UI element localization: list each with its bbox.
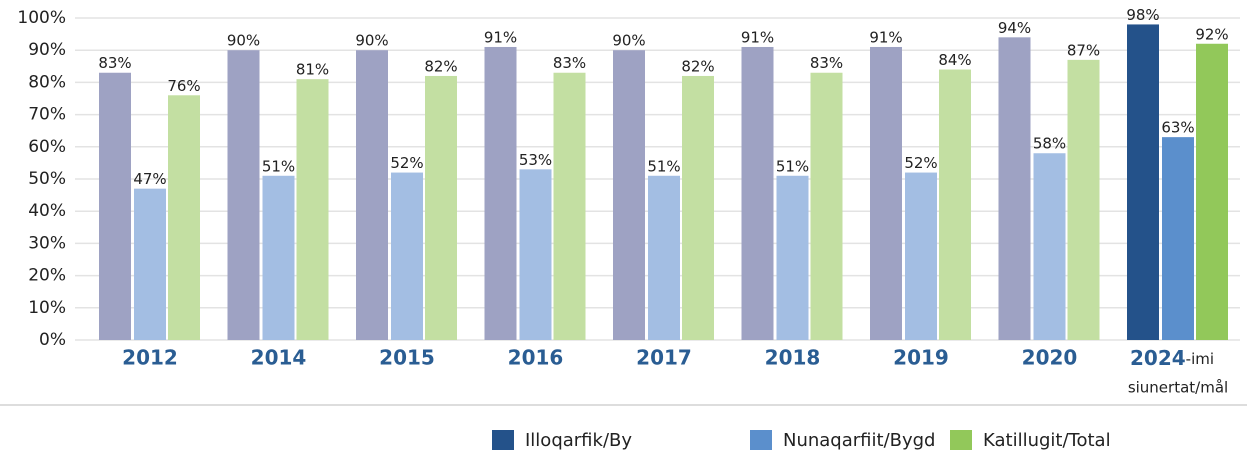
value-label: 52%	[904, 154, 937, 172]
value-label: 47%	[133, 170, 166, 188]
value-label: 91%	[484, 28, 517, 46]
legend-swatch	[950, 430, 972, 450]
y-tick-label: 20%	[28, 266, 66, 286]
value-label: 51%	[262, 157, 295, 175]
y-tick-label: 80%	[28, 72, 66, 92]
bar	[648, 175, 680, 340]
value-label: 63%	[1161, 119, 1194, 137]
bar	[227, 50, 260, 340]
value-label: 83%	[553, 54, 586, 72]
bar	[425, 75, 457, 341]
category-note: siunertat/mål	[1128, 379, 1228, 397]
bar	[99, 72, 131, 341]
value-label: 87%	[1067, 41, 1100, 59]
value-label: 92%	[1195, 25, 1228, 43]
value-label: 76%	[167, 77, 200, 95]
value-label: 51%	[776, 157, 809, 175]
bar	[296, 79, 329, 341]
bar	[1162, 137, 1194, 340]
y-tick-label: 60%	[28, 137, 66, 157]
value-label: 91%	[869, 28, 902, 46]
bar	[1196, 43, 1228, 340]
legend-swatch	[492, 430, 514, 450]
value-label: 94%	[998, 19, 1031, 37]
bar	[741, 46, 774, 340]
legend-label: Nunaqarfiit/Bygd	[783, 430, 935, 451]
bar	[776, 175, 809, 340]
x-tick-label: 2024-imi	[1130, 346, 1214, 370]
bar	[1033, 153, 1066, 340]
value-label: 82%	[424, 57, 457, 75]
value-label: 52%	[390, 154, 423, 172]
legend-label: Katillugit/Total	[983, 430, 1111, 451]
x-tick-label: 2016	[508, 346, 564, 370]
bar	[613, 50, 645, 340]
value-label: 90%	[355, 32, 388, 50]
y-tick-label: 50%	[28, 169, 66, 189]
bar	[682, 75, 714, 341]
y-tick-label: 90%	[28, 40, 66, 60]
y-tick-label: 40%	[28, 201, 66, 221]
value-label: 83%	[810, 54, 843, 72]
value-label: 51%	[647, 157, 680, 175]
bar	[519, 169, 552, 340]
bar	[870, 46, 902, 340]
x-tick-label: 2019	[893, 346, 949, 370]
value-label: 84%	[938, 51, 971, 69]
y-tick-label: 10%	[28, 298, 66, 318]
value-label: 82%	[681, 57, 714, 75]
x-tick-label: 2014	[251, 346, 307, 370]
bar	[1067, 59, 1100, 341]
value-label: 81%	[296, 61, 329, 79]
value-label: 58%	[1033, 135, 1066, 153]
bar	[134, 188, 166, 340]
bar	[168, 95, 200, 340]
y-tick-label: 30%	[28, 233, 66, 253]
bar	[998, 37, 1031, 340]
y-tick-label: 100%	[17, 8, 66, 28]
value-label: 91%	[741, 28, 774, 46]
bar	[905, 172, 937, 340]
bar	[553, 72, 586, 341]
y-tick-label: 70%	[28, 105, 66, 125]
y-tick-label: 0%	[39, 330, 66, 350]
x-tick-label: 2017	[636, 346, 692, 370]
bar	[262, 175, 295, 340]
bar	[391, 172, 423, 340]
x-tick-label: 2015	[379, 346, 435, 370]
bar	[356, 50, 388, 340]
value-label: 53%	[519, 151, 552, 169]
x-tick-label: 2024	[1130, 346, 1186, 370]
bar	[484, 46, 517, 340]
bar	[1127, 24, 1159, 340]
value-label: 90%	[612, 32, 645, 50]
value-label: 83%	[98, 54, 131, 72]
category-note: -imi	[1186, 350, 1214, 368]
x-tick-label: 2020	[1022, 346, 1078, 370]
bar	[939, 69, 971, 341]
x-tick-label: 2018	[765, 346, 821, 370]
value-label: 90%	[227, 32, 260, 50]
value-label: 98%	[1126, 6, 1159, 24]
bar	[810, 72, 843, 341]
legend-label: Illoqarfik/By	[525, 430, 632, 451]
legend-swatch	[750, 430, 772, 450]
x-tick-label: 2012	[122, 346, 178, 370]
